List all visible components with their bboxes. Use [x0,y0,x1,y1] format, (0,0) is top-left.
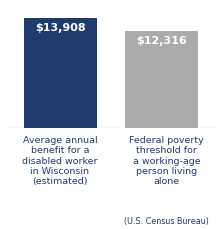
Text: Federal poverty
threshold for
a working-age
person living
alone: Federal poverty threshold for a working-… [129,135,204,185]
Text: $12,316: $12,316 [136,36,187,46]
Text: $13,908: $13,908 [35,23,85,33]
Text: (U.S. Census Bureau): (U.S. Census Bureau) [124,216,209,225]
Bar [125,32,198,128]
Bar [24,19,97,128]
Text: Average annual
benefit for a
disabled worker
in Wisconsin
(estimated): Average annual benefit for a disabled wo… [22,135,98,185]
